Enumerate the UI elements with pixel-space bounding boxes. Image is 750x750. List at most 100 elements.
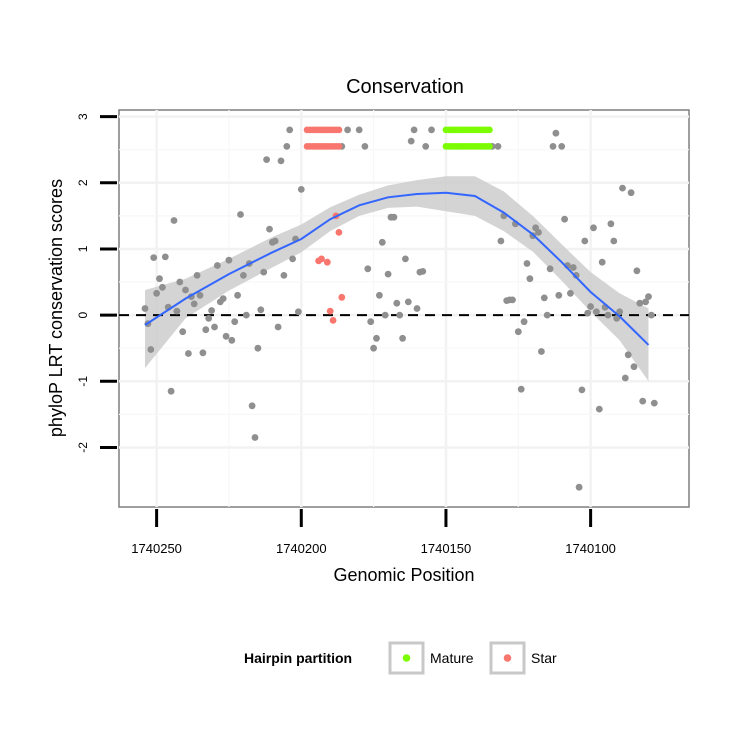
point-other [156, 275, 163, 283]
point-other [251, 434, 259, 441]
point-other [526, 275, 534, 283]
point-other [176, 278, 184, 286]
point-other [569, 264, 577, 271]
point-other [393, 299, 401, 307]
point-other [627, 189, 635, 197]
point-other [260, 268, 268, 276]
point-other [266, 225, 273, 233]
point-other [517, 385, 525, 393]
point-other [399, 334, 406, 342]
point-other [147, 346, 155, 353]
point-other [396, 311, 404, 319]
point-other [283, 143, 291, 150]
x-tick-label: 1740200 [276, 541, 327, 556]
y-tick-label: 3 [76, 113, 90, 120]
point-other [619, 184, 626, 192]
point-other [161, 253, 169, 261]
point-other [205, 315, 213, 322]
x-axis-label: Genomic Position [333, 565, 474, 585]
y-axis: -2 -1 0 1 2 3 [76, 113, 117, 453]
point-other [211, 323, 218, 331]
legend-dot-mature [402, 654, 411, 662]
point-other [182, 286, 189, 294]
point-other [604, 311, 612, 319]
y-axis-label: phyloP LRT conservation scores [46, 179, 66, 437]
point-other [404, 298, 412, 306]
legend-title: Hairpin partition [244, 650, 352, 666]
legend-label-mature: Mature [430, 650, 474, 666]
point-other [561, 215, 568, 223]
point-other [616, 308, 623, 316]
point-other [523, 260, 531, 267]
point-other [190, 300, 198, 308]
point-other [422, 143, 430, 150]
point-other [196, 291, 204, 299]
x-tick-label: 1740150 [421, 541, 472, 556]
point-other [214, 262, 221, 269]
point-other [546, 265, 554, 273]
point-star [335, 143, 343, 150]
y-tick-label: 1 [76, 245, 90, 252]
point-star [318, 255, 325, 263]
point-other [297, 186, 305, 193]
point-other [595, 405, 603, 413]
point-other [540, 294, 548, 302]
legend-dot-star [503, 654, 512, 662]
point-other [520, 318, 528, 326]
point-other [419, 268, 427, 275]
point-other [254, 344, 262, 352]
point-other [636, 299, 644, 307]
point-other [384, 270, 392, 278]
point-other [642, 298, 649, 306]
point-other [555, 291, 563, 299]
point-other [509, 296, 516, 304]
point-mature [486, 126, 493, 134]
point-other [344, 126, 351, 134]
x-tick-label: 1740250 [131, 541, 182, 556]
point-other [598, 258, 606, 266]
point-other [373, 334, 380, 342]
x-tick-label: 1740100 [565, 541, 616, 556]
point-other [271, 237, 279, 245]
point-other [413, 305, 421, 312]
point-other [402, 255, 409, 263]
x-axis: 1740250 1740200 1740150 1740100 [131, 509, 616, 556]
point-other [364, 265, 372, 273]
point-other [202, 326, 210, 334]
point-other [208, 307, 216, 314]
point-other [289, 255, 296, 263]
point-other [370, 344, 377, 352]
point-other [170, 217, 178, 224]
point-other [185, 350, 192, 357]
point-other [286, 126, 294, 134]
point-other [624, 351, 632, 359]
point-other [280, 272, 288, 279]
point-mature [486, 143, 493, 150]
point-other [248, 402, 256, 410]
point-other [277, 157, 285, 165]
point-other [514, 328, 522, 336]
point-other [581, 237, 589, 245]
point-other [367, 318, 375, 326]
point-other [567, 289, 574, 297]
point-other [263, 156, 270, 164]
point-other [242, 311, 250, 319]
point-other [549, 143, 557, 150]
point-other [494, 143, 502, 150]
point-other [274, 323, 282, 331]
point-other [361, 143, 369, 150]
point-other [355, 126, 363, 134]
point-other [645, 293, 652, 300]
point-other [150, 254, 158, 261]
y-tick-label: 0 [76, 311, 90, 318]
point-other [558, 143, 566, 150]
point-other [240, 272, 247, 279]
point-other [237, 211, 244, 218]
point-other [159, 283, 166, 291]
point-other [407, 137, 415, 145]
point-other [587, 303, 594, 310]
point-star [329, 317, 337, 324]
point-other [141, 305, 149, 312]
point-other [219, 295, 227, 302]
